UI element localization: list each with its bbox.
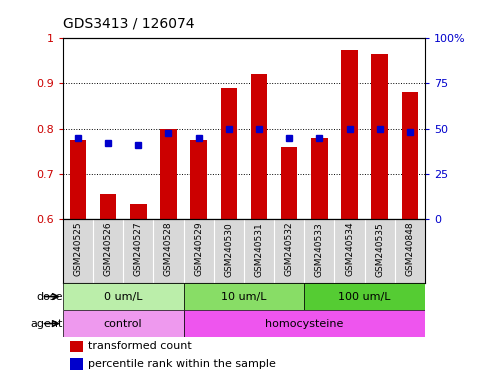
Bar xyxy=(221,88,237,218)
Text: GSM240526: GSM240526 xyxy=(103,222,113,276)
Bar xyxy=(70,341,83,352)
Text: GDS3413 / 126074: GDS3413 / 126074 xyxy=(63,17,194,31)
Text: GSM240530: GSM240530 xyxy=(224,222,233,276)
Text: dose: dose xyxy=(36,291,63,301)
Text: GSM240534: GSM240534 xyxy=(345,222,354,276)
Text: control: control xyxy=(104,319,142,329)
Bar xyxy=(402,93,418,218)
Bar xyxy=(70,140,86,218)
Bar xyxy=(304,283,425,310)
Text: homocysteine: homocysteine xyxy=(265,319,343,329)
Bar xyxy=(311,138,327,218)
Text: GSM240528: GSM240528 xyxy=(164,222,173,276)
Bar xyxy=(184,310,425,337)
Bar xyxy=(281,147,298,218)
Text: GSM240527: GSM240527 xyxy=(134,222,143,276)
Text: GSM240525: GSM240525 xyxy=(73,222,83,276)
Bar xyxy=(63,310,184,337)
Text: 10 um/L: 10 um/L xyxy=(221,291,267,301)
Text: GSM240532: GSM240532 xyxy=(284,222,294,276)
Text: percentile rank within the sample: percentile rank within the sample xyxy=(88,359,276,369)
Bar xyxy=(184,283,304,310)
Bar xyxy=(130,204,146,218)
Bar xyxy=(341,50,358,218)
Text: GSM240529: GSM240529 xyxy=(194,222,203,276)
Bar xyxy=(100,194,116,218)
Text: agent: agent xyxy=(30,319,63,329)
Bar xyxy=(70,358,83,370)
Bar xyxy=(63,283,184,310)
Bar xyxy=(160,129,177,218)
Text: GSM240531: GSM240531 xyxy=(255,222,264,276)
Bar xyxy=(371,54,388,218)
Text: 100 um/L: 100 um/L xyxy=(339,291,391,301)
Text: transformed count: transformed count xyxy=(88,341,192,351)
Text: GSM240535: GSM240535 xyxy=(375,222,384,276)
Text: 0 um/L: 0 um/L xyxy=(104,291,142,301)
Text: GSM240533: GSM240533 xyxy=(315,222,324,276)
Text: GSM240848: GSM240848 xyxy=(405,222,414,276)
Bar xyxy=(251,74,267,218)
Bar xyxy=(190,140,207,218)
